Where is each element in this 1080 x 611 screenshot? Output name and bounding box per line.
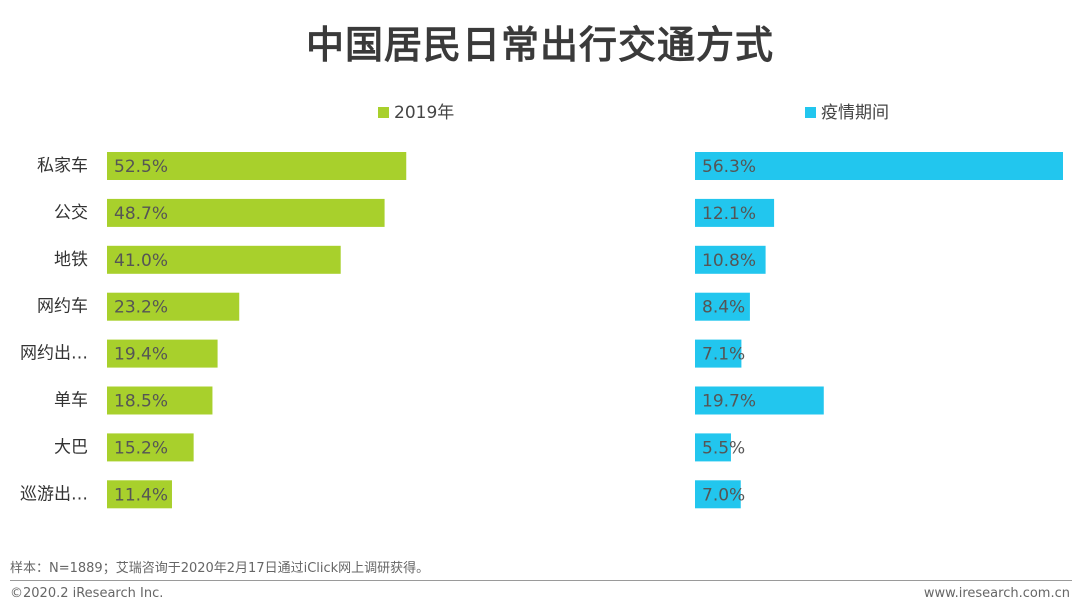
bar-2019 bbox=[107, 198, 385, 227]
data-label-2019: 48.7% bbox=[114, 204, 168, 224]
data-label-epidemic: 7.1% bbox=[702, 345, 745, 365]
data-label-epidemic: 19.7% bbox=[702, 392, 756, 412]
legend-label-2019: 2019年 bbox=[394, 103, 454, 123]
category-label: 巡游出… bbox=[20, 484, 88, 504]
data-label-2019: 18.5% bbox=[114, 392, 168, 412]
data-label-2019: 41.0% bbox=[114, 251, 168, 271]
footer-divider bbox=[10, 580, 1072, 581]
chart-title: 中国居民日常出行交通方式 bbox=[305, 23, 774, 67]
bar-epidemic bbox=[695, 386, 824, 415]
copyright-text: ©2020.2 iResearch Inc. bbox=[10, 586, 164, 601]
bar-2019 bbox=[107, 386, 213, 415]
bar-epidemic bbox=[695, 245, 766, 274]
website-text: www.iresearch.com.cn bbox=[923, 586, 1070, 601]
bar-epidemic bbox=[695, 152, 1063, 180]
data-label-2019: 23.2% bbox=[114, 298, 168, 318]
bar-epidemic bbox=[695, 433, 731, 462]
bar-epidemic bbox=[695, 292, 750, 321]
category-label: 地铁 bbox=[54, 250, 88, 270]
data-label-2019: 52.5% bbox=[114, 157, 168, 177]
bar-2019 bbox=[107, 433, 194, 462]
data-label-epidemic: 7.0% bbox=[702, 485, 745, 505]
data-label-epidemic: 5.5% bbox=[702, 438, 745, 458]
bar-2019 bbox=[107, 292, 240, 321]
bar-epidemic bbox=[695, 480, 741, 509]
data-label-epidemic: 8.4% bbox=[702, 298, 745, 318]
data-label-epidemic: 56.3% bbox=[702, 157, 756, 177]
bar-2019 bbox=[107, 339, 218, 368]
data-label-epidemic: 10.8% bbox=[702, 251, 756, 271]
data-label-epidemic: 12.1% bbox=[702, 204, 756, 224]
bar-epidemic bbox=[695, 339, 742, 368]
bar-2019 bbox=[107, 152, 407, 180]
bar-2019 bbox=[107, 245, 341, 274]
category-label: 私家车 bbox=[37, 156, 88, 176]
category-label: 网约出… bbox=[20, 344, 88, 364]
bar-2019 bbox=[107, 480, 172, 509]
category-label: 单车 bbox=[54, 391, 88, 411]
sample-footnote: 样本：N=1889；艾瑞咨询于2020年2月17日通过iClick网上调研获得。 bbox=[10, 561, 430, 576]
category-label: 网约车 bbox=[37, 297, 88, 317]
category-label: 大巴 bbox=[54, 437, 88, 457]
data-label-2019: 11.4% bbox=[114, 485, 168, 505]
category-label: 公交 bbox=[54, 203, 88, 223]
bar-epidemic bbox=[695, 198, 775, 227]
data-label-2019: 15.2% bbox=[114, 438, 168, 458]
legend-swatch-2019 bbox=[378, 107, 389, 118]
legend-swatch-epidemic bbox=[805, 107, 816, 118]
legend-label-epidemic: 疫情期间 bbox=[821, 103, 889, 123]
data-label-2019: 19.4% bbox=[114, 345, 168, 365]
